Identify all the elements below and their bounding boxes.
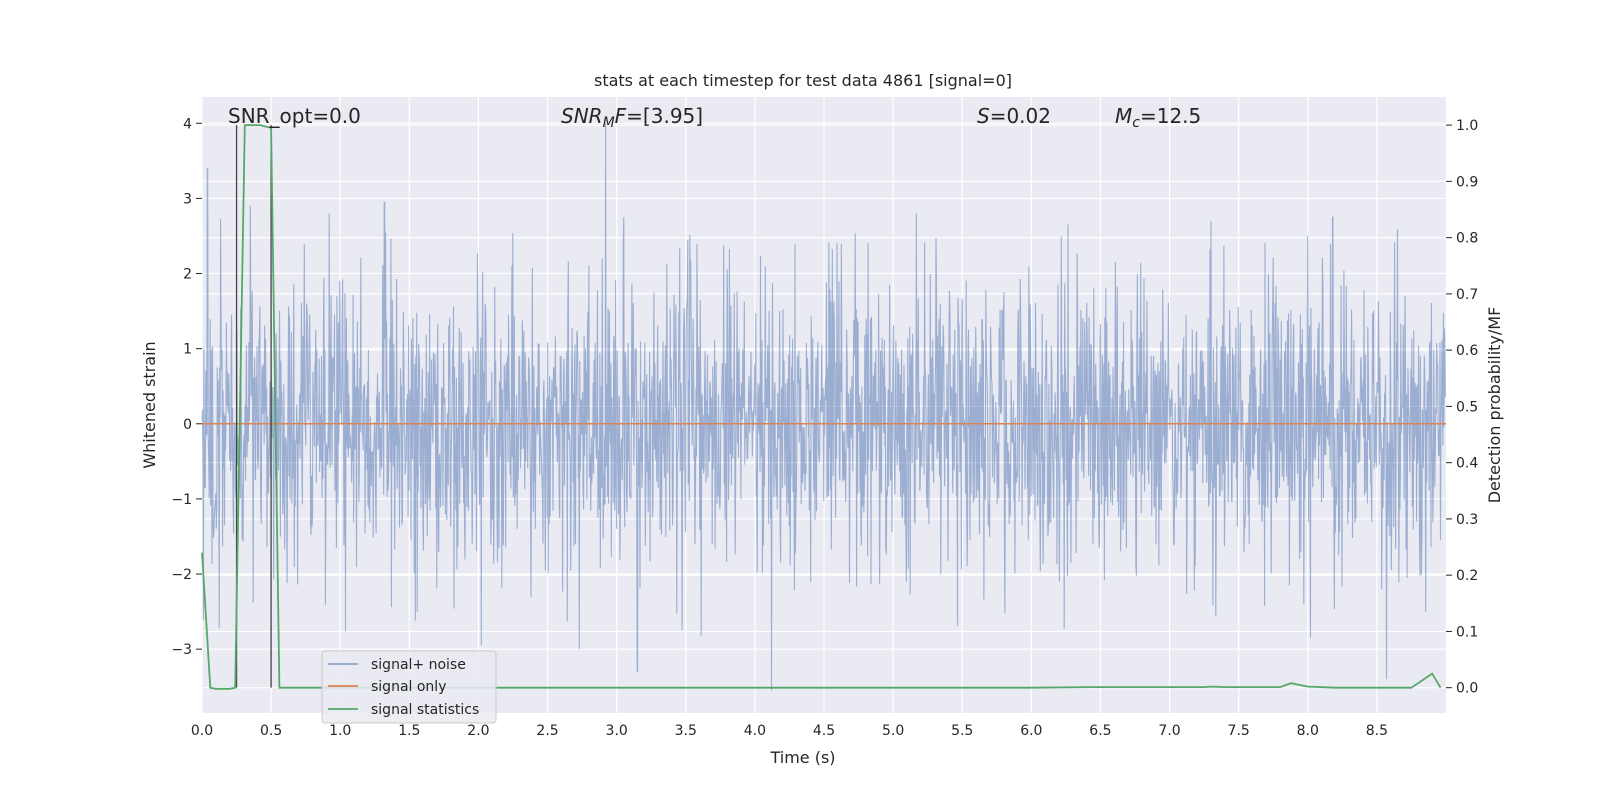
x-tick-label: 2.5: [536, 723, 558, 739]
x-tick-label: 6.0: [1020, 723, 1042, 739]
y2-tick-label: 0.0: [1456, 681, 1478, 697]
y-tick-label: −2: [171, 567, 192, 583]
series-signal-statistics: [201, 124, 1442, 690]
x-tick-label: 0.0: [191, 723, 213, 739]
x-tick-label: 1.5: [398, 723, 420, 739]
y2-tick-label: 0.1: [1456, 624, 1478, 640]
annotation-s: S=0.02: [977, 104, 1051, 128]
x-tick-label: 3.5: [675, 723, 697, 739]
y2-tick-label: 0.3: [1456, 512, 1478, 528]
legend-label-signal-statistics: signal statistics: [371, 702, 479, 718]
y-tick-label: 0: [183, 417, 192, 433]
legend-label-signal-noise: signal+ noise: [371, 657, 466, 673]
y-tick-label: −3: [171, 642, 192, 658]
y-tick-label: 3: [183, 191, 192, 207]
x-tick-label: 8.0: [1297, 723, 1319, 739]
y-tick-label: 1: [183, 342, 192, 358]
y2-tick-label: 1.0: [1456, 118, 1478, 134]
x-axis: 0.0 0.5 1.0 1.5 2.0 2.5 3.0 3.5 4.0 4.5 5.0 5.5 6.0 6…: [191, 723, 1388, 739]
legend-box: [321, 650, 497, 724]
x-tick-label: 3.0: [606, 723, 628, 739]
legend: signal+ noise signal only signal statist…: [321, 650, 497, 724]
series-signal-noise: [201, 123, 1446, 691]
y2-tick-label: 0.7: [1456, 287, 1478, 303]
annotation-snr-opt: SNR_opt=0.0: [228, 104, 361, 128]
x-tick-label: 8.5: [1366, 723, 1388, 739]
y2-axis-label: Detection probability/MF: [1485, 307, 1504, 504]
x-axis-label: Time (s): [769, 748, 835, 767]
x-tick-label: 5.5: [951, 723, 973, 739]
y2-tick-label: 0.2: [1456, 568, 1478, 584]
x-tick-label: 5.0: [882, 723, 904, 739]
y2-tick-label: 0.5: [1456, 399, 1478, 415]
y-axis-left: −3 −2 −1 0 1 2 3 4: [171, 116, 202, 658]
y-tick-label: 2: [183, 267, 192, 283]
y-tick-label: −1: [171, 492, 192, 508]
signal-noise-line: [201, 123, 1446, 691]
legend-label-signal-only: signal only: [371, 679, 446, 695]
signal-statistics-line: [201, 124, 1442, 690]
y2-tick-label: 0.4: [1456, 456, 1478, 472]
x-tick-label: 4.5: [813, 723, 835, 739]
y2-tick-label: 0.9: [1456, 174, 1478, 190]
annotation-snr-mf: SNRMF=[3.95]: [561, 104, 703, 131]
x-tick-label: 0.5: [260, 723, 282, 739]
y-axis-label: Whitened strain: [140, 341, 159, 468]
x-tick-label: 7.5: [1228, 723, 1250, 739]
x-tick-label: 4.0: [744, 723, 766, 739]
annotation-mc: Mc=12.5: [1115, 104, 1201, 131]
y2-tick-label: 0.6: [1456, 343, 1478, 359]
x-tick-label: 1.0: [329, 723, 351, 739]
y2-tick-label: 0.8: [1456, 231, 1478, 247]
x-tick-label: 7.0: [1158, 723, 1180, 739]
x-tick-label: 2.0: [467, 723, 489, 739]
y-tick-label: 4: [183, 116, 192, 132]
chart-title: stats at each timestep for test data 486…: [594, 71, 1012, 90]
y-axis-right: 0.0 0.1 0.2 0.3 0.4 0.5 0.6 0.7 0.8 0.9 1.0: [1446, 118, 1478, 697]
x-tick-label: 6.5: [1089, 723, 1111, 739]
